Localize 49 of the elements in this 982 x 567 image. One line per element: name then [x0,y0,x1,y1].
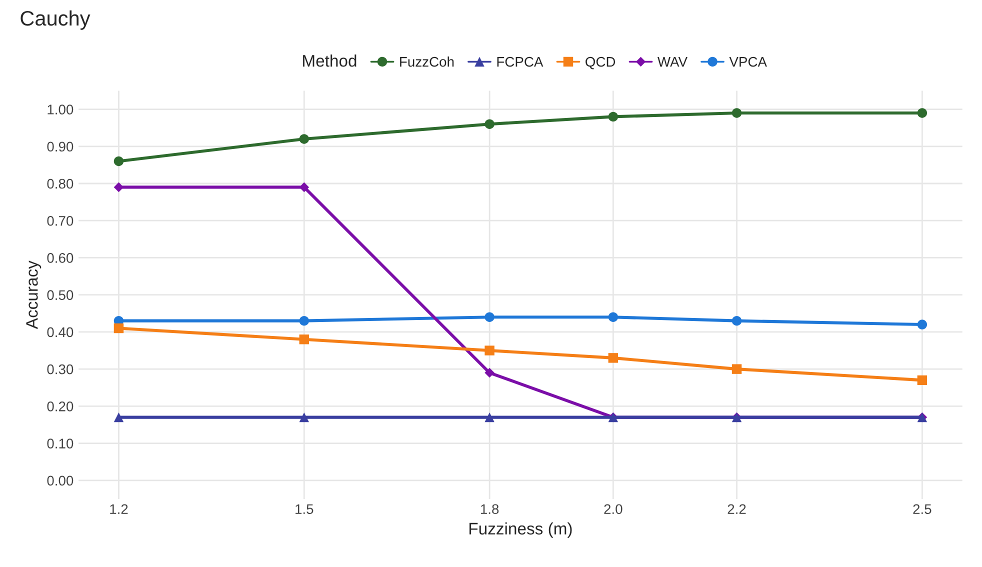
point [484,312,494,322]
point [299,316,310,326]
chart-title: Cauchy [20,10,90,30]
point [484,412,494,422]
point [114,182,124,192]
legend-title: Method [303,54,356,67]
point [114,323,124,334]
legend-label: WAV [658,57,688,67]
x-tick-label: 1.2 [110,504,128,514]
legend-label: FCPCA [497,56,544,67]
point [732,364,742,374]
y-tick-label: 0.90 [47,142,74,152]
x-tick-label: 2.0 [604,504,622,514]
legend-label: VPCA [729,56,767,67]
y-tick-label: 0.70 [47,216,74,226]
x-tick-label: 2.5 [913,504,932,514]
y-tick-label: 0.20 [47,402,74,412]
point [917,108,928,118]
point [114,412,124,422]
point [299,182,310,192]
point [732,108,742,118]
point [608,112,618,122]
legend-label: FuzzCoh [400,56,454,67]
point [484,119,494,129]
point [917,375,928,386]
y-tick-label: 0.80 [47,178,74,189]
y-tick-label: 0.10 [47,438,74,448]
point [608,312,618,322]
point [299,334,310,344]
point [732,316,742,326]
y-tick-label: 1.00 [48,104,74,114]
x-tick-label: 1.5 [296,504,314,514]
point [917,320,928,330]
y-tick-label: 0.00 [47,476,74,486]
y-tick-label: 0.30 [47,364,74,374]
y-tick-label: 0.50 [47,290,74,300]
x-axis-title: Fuzziness (m) [470,522,572,538]
point [299,134,310,144]
y-tick-label: 0.40 [47,327,74,338]
point [484,346,494,356]
point [299,412,310,422]
x-tick-label: 2.2 [728,504,746,514]
point [484,368,494,378]
legend-label: QCD [586,56,616,70]
x-tick-label: 1.8 [480,504,499,514]
point [114,156,124,166]
y-axis-title: Accuracy [26,260,42,330]
y-tick-label: 0.60 [47,253,74,263]
point [608,353,618,363]
